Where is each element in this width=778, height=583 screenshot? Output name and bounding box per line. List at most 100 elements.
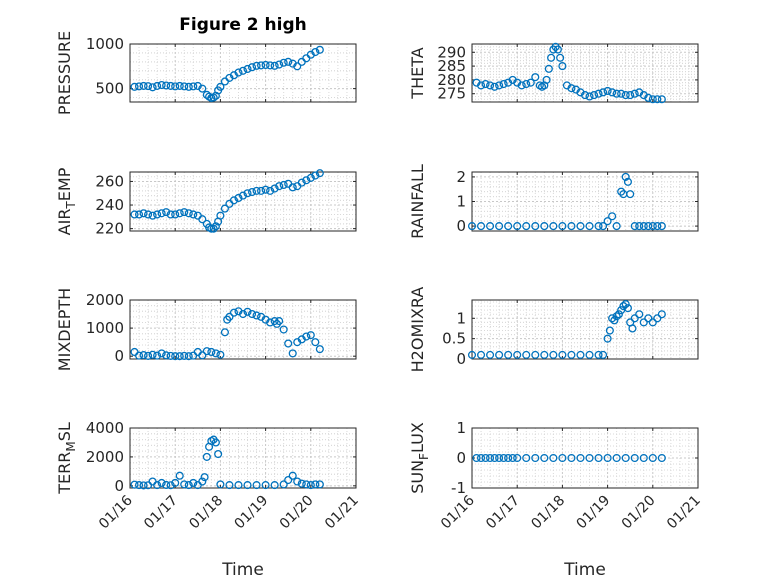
data-point (540, 350, 549, 359)
data-point (238, 66, 248, 75)
data-point (599, 88, 608, 97)
data-point (522, 79, 531, 89)
data-point (648, 318, 657, 327)
data-point (297, 178, 306, 187)
data-point (567, 453, 576, 463)
data-point (153, 481, 162, 490)
data-point (157, 80, 166, 90)
data-point (175, 209, 184, 218)
x-tick-label: 01/21 (322, 493, 362, 533)
data-point (139, 209, 148, 218)
data-point (171, 478, 180, 487)
data-point (623, 177, 632, 186)
data-point (293, 182, 302, 191)
data-point (184, 209, 193, 218)
y-tick-label: 2000 (86, 448, 124, 466)
y-tick-label: 1 (456, 419, 466, 437)
data-point (153, 210, 162, 219)
data-point (171, 210, 180, 219)
data-point (302, 54, 311, 63)
data-point (284, 57, 293, 66)
y-tick-label: 2000 (86, 291, 124, 309)
data-point (621, 172, 630, 181)
data-point (504, 453, 513, 463)
data-point (315, 45, 324, 54)
data-point (275, 317, 284, 326)
data-point (220, 204, 229, 213)
data-point (504, 350, 513, 359)
y-tick-label: -1 (451, 479, 466, 497)
data-point (549, 350, 558, 359)
data-point (302, 332, 311, 341)
data-point (220, 328, 229, 337)
data-point (490, 82, 499, 91)
axes-box (471, 43, 699, 103)
data-point (630, 314, 639, 323)
data-point (275, 60, 284, 69)
data-point (243, 481, 252, 490)
data-point (207, 224, 216, 233)
data-point (130, 347, 139, 357)
data-point (544, 64, 553, 73)
data-point (612, 222, 621, 231)
data-point (644, 314, 653, 323)
data-point (657, 222, 666, 231)
axes-box (129, 171, 357, 232)
y-tick-label: 500 (95, 80, 124, 98)
data-point (211, 349, 220, 358)
data-point (166, 481, 175, 490)
data-point (547, 53, 556, 62)
data-point (476, 222, 486, 231)
data-point (211, 438, 220, 447)
data-point (626, 91, 635, 100)
y-tick-label: 4000 (86, 419, 124, 437)
y-tick-label: 1 (456, 193, 466, 211)
data-point (275, 182, 284, 191)
data-point (644, 222, 653, 231)
data-point (315, 169, 324, 178)
data-point (184, 352, 193, 361)
data-point (243, 64, 252, 74)
data-point (621, 300, 630, 309)
data-point (612, 453, 621, 463)
y-tick-label: 260 (95, 172, 124, 190)
y-tick-label: 220 (95, 220, 124, 238)
data-point (189, 210, 198, 219)
data-point (225, 312, 234, 321)
data-point (211, 222, 220, 231)
data-point (653, 95, 662, 104)
data-point (243, 189, 252, 198)
data-point (229, 196, 239, 205)
data-point (495, 222, 504, 231)
data-point (157, 478, 166, 487)
data-point (558, 62, 567, 71)
subplot-rainfall: 0 1 2 RAINFALL (408, 164, 699, 239)
data-point (504, 222, 513, 231)
data-point (531, 222, 540, 231)
data-point (134, 481, 144, 490)
data-point (144, 82, 153, 91)
data-point (166, 351, 175, 360)
data-point (139, 81, 148, 90)
data-point (614, 310, 623, 319)
data-point (628, 324, 637, 333)
data-point (180, 480, 189, 489)
data-point (499, 453, 508, 463)
data-point (157, 349, 166, 358)
data-point (198, 215, 207, 224)
y-tick-label: 240 (95, 196, 124, 214)
data-point (134, 82, 144, 91)
data-point (567, 350, 576, 359)
data-point (284, 339, 293, 348)
data-point (644, 93, 653, 102)
data-point (603, 453, 612, 463)
x-tick-label: 01/16 (438, 492, 478, 532)
data-point (200, 473, 209, 482)
data-point (225, 481, 234, 490)
data-point (216, 480, 225, 489)
data-point (243, 307, 252, 316)
data-point (476, 453, 486, 463)
data-point (148, 477, 157, 486)
